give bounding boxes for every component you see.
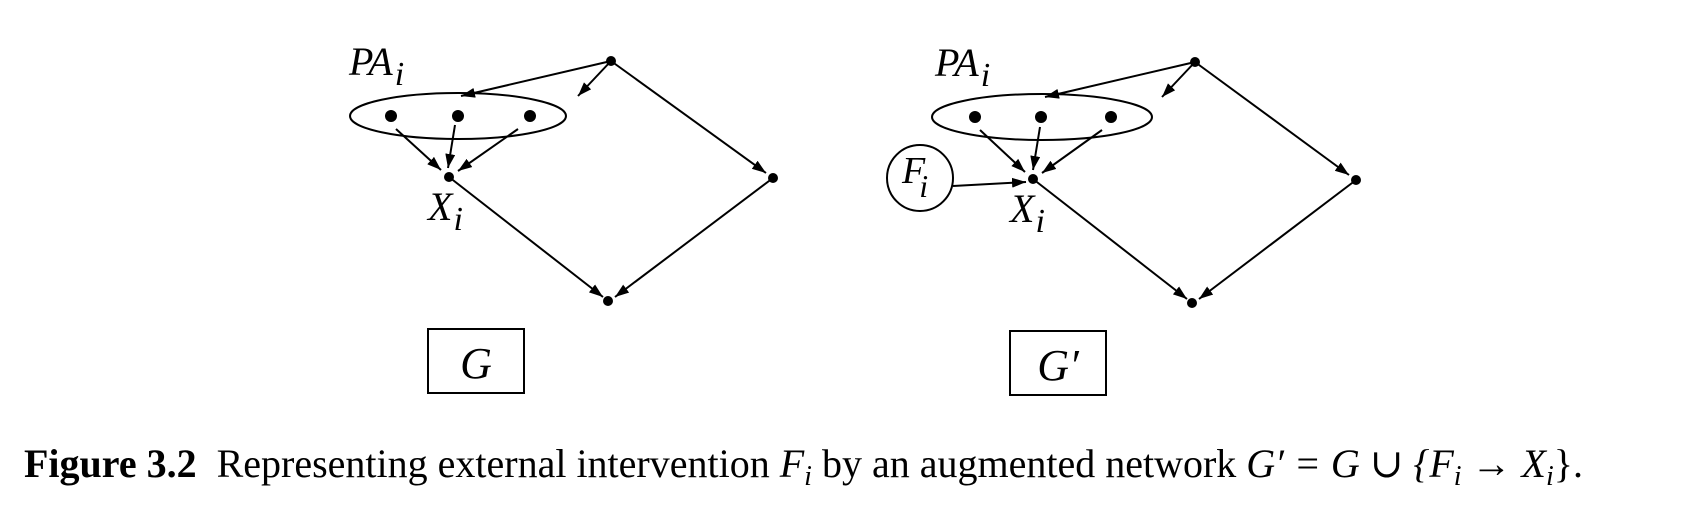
diagram-g-labels: PAi Xi G: [348, 39, 492, 388]
diagram-g-prime: [886, 57, 1361, 396]
node-right: [1351, 175, 1361, 185]
node-xi-label: Xi: [1008, 186, 1045, 240]
edge-top-to-right: [610, 60, 767, 174]
parent-set-label: PAi: [934, 40, 990, 94]
parent-set-ellipse: [349, 92, 567, 140]
graph-name: G′: [1037, 341, 1080, 390]
figure-caption: Figure 3.2 Representing external interven…: [24, 440, 1684, 491]
node-right: [768, 173, 778, 183]
caption-formula-f: F: [1429, 441, 1454, 486]
edge-top-to-parent: [1161, 61, 1196, 98]
diagram-g-prime-labels: PAi Fi Xi G′: [901, 40, 1080, 390]
edge-parent-to-x: [457, 128, 519, 172]
edge-parent-to-x: [979, 129, 1026, 173]
edge-x-to-bottom: [1032, 178, 1188, 300]
node-parent-3: [1105, 111, 1117, 123]
edge-parent-to-x: [1030, 126, 1041, 171]
intervention-node-circle: [886, 144, 954, 212]
caption-formula-end: }.: [1553, 441, 1583, 486]
caption-formula-f-sub: i: [1453, 461, 1462, 492]
graph-name-box: [1009, 330, 1107, 396]
node-xi-label: Xi: [426, 184, 463, 238]
caption-formula-lhs: G′ = G ∪ {: [1246, 441, 1430, 486]
caption-formula-x: X: [1521, 441, 1546, 486]
caption-text-1: Representing external intervention: [216, 441, 770, 486]
parent-set-ellipse: [931, 93, 1153, 141]
edge-parent-to-x: [395, 128, 442, 171]
edge-top-to-parent: [1044, 61, 1196, 99]
caption-formula-arrow: →: [1461, 441, 1522, 486]
graph-name-box: [427, 328, 525, 394]
node-xi: [444, 172, 454, 182]
caption-formula-x-sub: i: [1545, 461, 1554, 492]
parent-set-label: PAi: [348, 39, 404, 93]
caption-text-2: by an augmented network: [821, 441, 1237, 486]
edge-right-to-bottom: [614, 177, 774, 298]
edge-top-to-parent: [460, 60, 612, 98]
node-parent-1: [969, 111, 981, 123]
node-xi: [1028, 174, 1038, 184]
edge-parent-to-x: [1041, 129, 1103, 174]
node-top: [606, 56, 616, 66]
node-top: [1190, 57, 1200, 67]
node-bottom: [603, 296, 613, 306]
edge-parent-to-x: [445, 124, 456, 169]
intervention-label: Fi: [901, 150, 928, 204]
diagram-g: [349, 56, 778, 394]
edge-top-to-right: [1194, 61, 1350, 176]
edge-x-to-bottom: [448, 176, 604, 298]
node-parent-2: [452, 110, 464, 122]
node-parent-2: [1035, 111, 1047, 123]
node-bottom: [1187, 298, 1197, 308]
graph-name: G: [460, 339, 492, 388]
node-parent-1: [385, 110, 397, 122]
figure-number: Figure 3.2: [24, 441, 197, 486]
caption-f-var: F: [779, 441, 805, 486]
edge-top-to-parent: [577, 60, 612, 97]
caption-f-sub: i: [804, 461, 812, 492]
edge-right-to-bottom: [1198, 179, 1357, 300]
edge-f-to-x: [952, 177, 1027, 188]
node-parent-3: [524, 110, 536, 122]
